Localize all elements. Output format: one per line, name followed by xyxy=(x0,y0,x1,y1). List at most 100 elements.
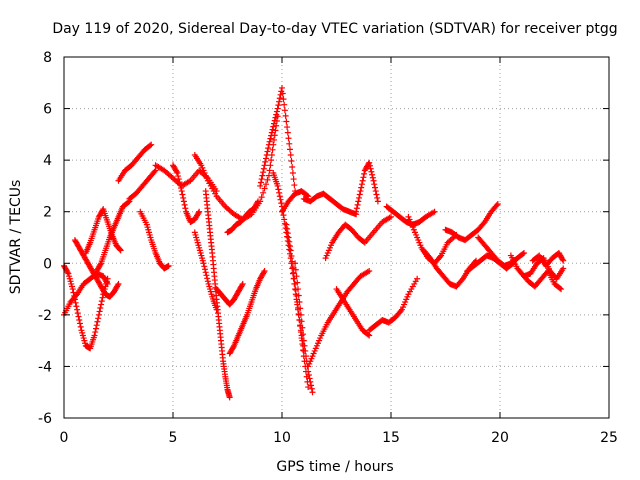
data-point xyxy=(426,253,433,260)
data-point xyxy=(414,275,421,282)
data-point xyxy=(297,305,304,312)
data-point xyxy=(175,173,182,180)
data-point xyxy=(360,174,367,181)
data-point xyxy=(273,108,280,115)
data-point xyxy=(260,169,267,176)
data-point xyxy=(519,250,526,257)
data-point xyxy=(357,188,364,195)
data-point xyxy=(366,268,373,275)
y-tick-label: 6 xyxy=(43,102,52,118)
data-point xyxy=(72,292,79,299)
data-point xyxy=(147,142,154,149)
data-point xyxy=(294,286,301,293)
data-point xyxy=(300,337,307,344)
data-point xyxy=(91,332,98,339)
data-point xyxy=(259,172,266,179)
data-point xyxy=(437,253,444,260)
data-point xyxy=(307,378,314,385)
data-point xyxy=(354,201,361,208)
data-point xyxy=(280,96,287,103)
data-point xyxy=(290,269,297,276)
data-point xyxy=(260,269,267,276)
data-point xyxy=(280,212,287,219)
x-tick-label: 5 xyxy=(169,430,178,446)
y-tick-label: -2 xyxy=(38,308,52,324)
data-point xyxy=(285,234,292,241)
data-point xyxy=(175,176,182,183)
data-point xyxy=(309,389,316,396)
data-point xyxy=(302,353,309,360)
data-point xyxy=(373,191,380,198)
data-point xyxy=(75,313,82,320)
x-tick-label: 10 xyxy=(273,430,291,446)
data-point xyxy=(262,158,269,165)
data-point xyxy=(284,225,291,232)
data-point xyxy=(76,320,83,327)
data-point xyxy=(99,294,106,301)
data-marks xyxy=(61,84,567,401)
data-point xyxy=(180,194,187,201)
data-point xyxy=(72,299,79,306)
data-point xyxy=(276,189,283,196)
data-point xyxy=(182,205,189,212)
data-point xyxy=(281,101,288,108)
data-point xyxy=(180,198,187,205)
y-tick-label: 8 xyxy=(43,50,52,66)
data-point xyxy=(371,181,378,188)
x-axis-label: GPS time / hours xyxy=(276,459,393,475)
data-point xyxy=(369,174,376,181)
data-point xyxy=(388,213,394,220)
data-point xyxy=(374,198,381,205)
data-point xyxy=(305,372,312,379)
data-point xyxy=(279,90,286,97)
data-point xyxy=(266,138,273,145)
data-point xyxy=(356,191,363,198)
data-point xyxy=(353,205,360,212)
data-point xyxy=(282,112,289,119)
plot-frame xyxy=(63,56,610,419)
data-point xyxy=(372,184,379,191)
data-point xyxy=(271,117,278,124)
data-point xyxy=(277,196,284,203)
data-point xyxy=(276,193,283,200)
data-point xyxy=(294,279,301,286)
data-point xyxy=(353,208,360,215)
grid-lines xyxy=(64,57,609,418)
axis-ticks: 0 5 10 15 20 25 -6 -4 -2 0 2 4 6 8 xyxy=(38,50,618,446)
data-point xyxy=(271,120,278,127)
data-point xyxy=(279,84,285,91)
data-point xyxy=(281,216,288,223)
data-point xyxy=(431,208,438,215)
data-point xyxy=(266,167,273,174)
y-tick-label: -4 xyxy=(38,359,52,375)
y-tick-label: 2 xyxy=(43,205,52,221)
data-point xyxy=(165,262,172,269)
data-point xyxy=(286,243,293,250)
data-point xyxy=(372,188,379,195)
data-point xyxy=(358,184,365,191)
data-point xyxy=(73,303,80,310)
data-point xyxy=(94,318,101,325)
data-point xyxy=(177,182,184,189)
data-point xyxy=(281,107,288,114)
data-point xyxy=(261,268,268,275)
data-point xyxy=(96,308,103,315)
data-point xyxy=(267,135,274,142)
data-point xyxy=(148,141,155,148)
data-point xyxy=(178,188,185,195)
data-point xyxy=(286,140,293,147)
data-point xyxy=(77,323,84,330)
x-tick-label: 25 xyxy=(600,430,618,446)
data-point xyxy=(556,285,563,292)
data-point xyxy=(92,329,99,336)
data-point xyxy=(397,307,404,314)
data-point xyxy=(292,260,299,267)
data-point xyxy=(174,170,181,177)
data-point xyxy=(261,185,268,192)
data-point xyxy=(300,331,307,338)
data-point xyxy=(276,95,283,102)
data-point xyxy=(98,298,105,305)
data-point xyxy=(458,277,465,284)
data-point xyxy=(368,168,375,175)
